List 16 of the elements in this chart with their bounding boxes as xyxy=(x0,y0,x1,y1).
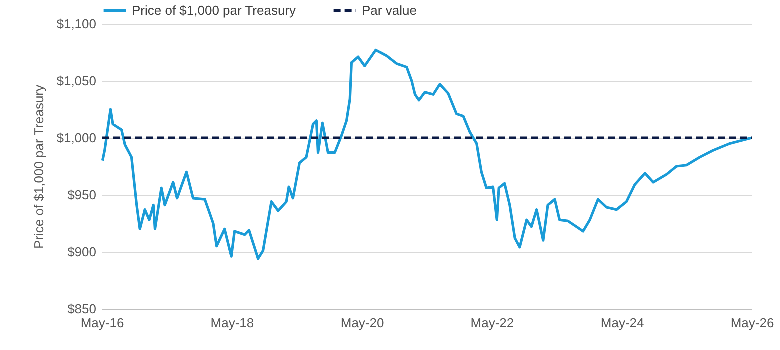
x-tick-label: May-16 xyxy=(80,316,124,330)
x-tick-label: May-26 xyxy=(730,316,774,330)
y-tick-label: $1,100 xyxy=(56,16,96,32)
y-axis-title: Price of $1,000 par Treasury xyxy=(32,84,47,250)
y-tick-label: $950 xyxy=(68,188,96,202)
x-tick-label: May-18 xyxy=(210,316,254,330)
x-tick-label: May-20 xyxy=(340,316,384,330)
y-tick-label: $900 xyxy=(68,244,96,260)
x-tick-label: May-24 xyxy=(600,316,644,330)
y-tick-label: $1,000 xyxy=(56,130,96,146)
line-series xyxy=(101,48,754,260)
y-tick-label: $850 xyxy=(68,302,96,316)
legend-label: Par value xyxy=(362,3,417,18)
x-tick-label: May-22 xyxy=(470,316,514,330)
legend-label: Price of $1,000 par Treasury xyxy=(132,3,297,18)
y-tick-label: $1,050 xyxy=(56,74,96,88)
